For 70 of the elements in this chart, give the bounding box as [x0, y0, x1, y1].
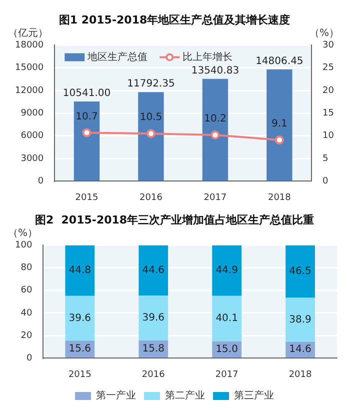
point [274, 135, 284, 144]
point [210, 130, 220, 140]
y-tick-label: 20 [20, 330, 32, 341]
x-tick-label: 2015 [75, 192, 98, 203]
data-label: 39.6 [68, 312, 92, 324]
chart-title: 图2 2015-2018年三次产业增加值占地区生产总值比重 [34, 213, 314, 226]
y2-tick-label: 25 [322, 63, 334, 74]
y2-tick-label: 10 [322, 131, 334, 142]
chart-title: 图1 2015-2018年地区生产总值及其增长速度 [58, 13, 290, 26]
bar [286, 298, 315, 342]
bar [138, 296, 168, 340]
data-label: 10.2 [204, 114, 226, 125]
bar [65, 296, 95, 341]
y-tick-label: 60 [20, 286, 32, 296]
y-tick-label: 0 [26, 354, 32, 364]
data-label: 13540.83 [191, 65, 240, 76]
data-label: 46.5 [289, 266, 312, 278]
y2-axis-title: （%） [309, 28, 339, 39]
legend-label: 第一产业 [96, 390, 136, 402]
y-tick-label: 6000 [20, 131, 44, 142]
data-label: 15.6 [68, 344, 92, 355]
y-tick-label: 100 [14, 240, 32, 251]
y-axis-title: （%） [8, 228, 38, 239]
x-tick-label: 2015 [68, 370, 92, 380]
x-tick-label: 2016 [140, 192, 163, 203]
data-label: 10.7 [76, 111, 98, 122]
x-tick-label: 2017 [204, 192, 227, 203]
data-label: 44.6 [142, 264, 164, 276]
data-label: 14.6 [289, 344, 312, 356]
y2-tick-label: 0 [322, 176, 329, 187]
legend-label: 比上年增长 [182, 50, 233, 63]
bar [138, 245, 168, 296]
x-tick-label: 2018 [268, 192, 292, 203]
data-label: 10541.00 [62, 88, 111, 100]
legend-label: 地区生产总值 [86, 50, 148, 63]
point [146, 129, 156, 138]
y-tick-label: 80 [20, 263, 32, 274]
y-tick-label: 9000 [20, 108, 44, 119]
y2-tick-label: 15 [322, 108, 334, 119]
data-label: 39.6 [142, 312, 164, 324]
x-tick-label: 2016 [142, 370, 166, 380]
bar [212, 245, 242, 296]
y2-tick-label: 20 [322, 86, 334, 96]
y-tick-label: 40 [20, 308, 32, 318]
y-tick-label: 15000 [14, 63, 44, 74]
y2-tick-label: 30 [322, 40, 334, 51]
bar [65, 245, 95, 296]
y-tick-label: 12000 [14, 86, 44, 96]
data-label: 38.9 [289, 314, 312, 326]
data-label: 9.1 [271, 118, 288, 130]
bar [286, 245, 315, 298]
data-label: 11792.35 [127, 78, 175, 90]
bar [212, 296, 242, 342]
y-tick-label: 0 [38, 176, 44, 187]
x-tick-label: 2018 [288, 370, 312, 380]
point [82, 128, 92, 138]
data-label: 10.5 [140, 112, 162, 124]
data-label: 44.9 [216, 265, 238, 276]
x-tick-label: 2017 [215, 370, 238, 380]
y2-tick-label: 5 [322, 154, 328, 164]
data-label: 44.8 [68, 265, 92, 276]
data-label: 15.0 [216, 344, 238, 355]
legend-label: 第二产业 [165, 390, 205, 402]
y-tick-label: 18000 [14, 40, 44, 51]
y-tick-label: 3000 [20, 154, 44, 164]
y-axis-title: （亿元） [8, 28, 48, 39]
data-label: 14806.45 [256, 56, 304, 67]
data-label: 40.1 [216, 313, 238, 324]
data-label: 15.8 [142, 343, 164, 354]
legend-label: 第三产业 [234, 390, 274, 402]
